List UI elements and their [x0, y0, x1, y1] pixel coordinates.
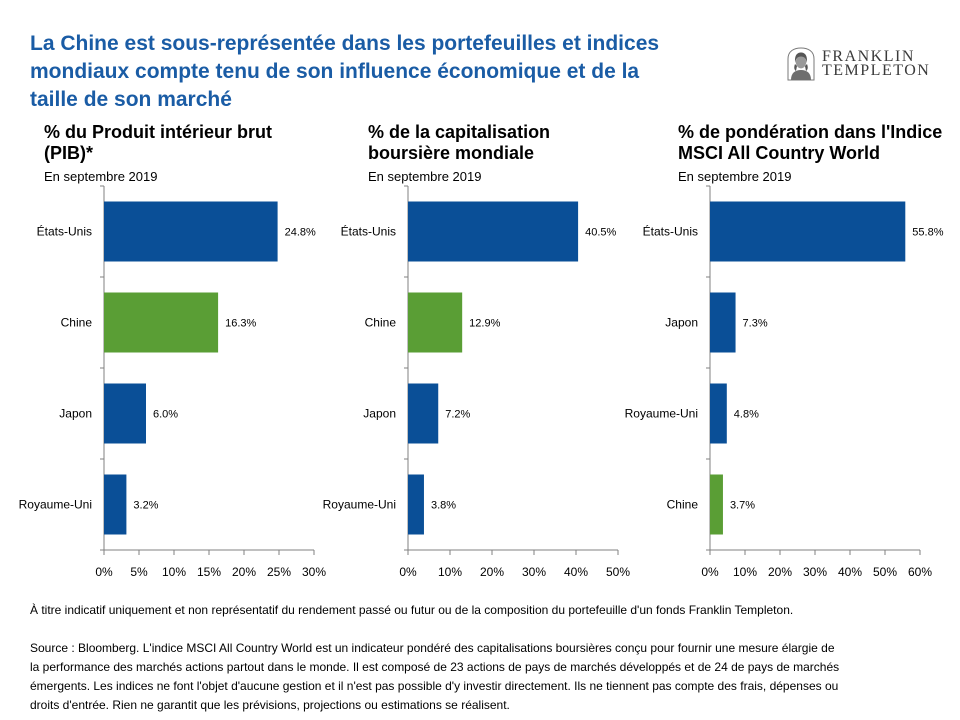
tick-label: 50%	[873, 565, 897, 579]
page-title-line: La Chine est sous-représentée dans les p…	[30, 32, 660, 55]
tick-label: 30%	[803, 565, 827, 579]
category-label: Chine	[61, 316, 93, 330]
tick-label: 10%	[438, 565, 462, 579]
chart-title-gdp: % du Produit intérieur brut (PIB)*	[44, 122, 272, 164]
bar	[710, 383, 727, 444]
bar	[710, 201, 906, 262]
logo-line-templeton: TEMPLETON	[822, 62, 931, 79]
source-note-line: droits d'entrée. Rien ne garantit que le…	[30, 698, 510, 712]
tick-label: 40%	[838, 565, 862, 579]
bar	[408, 201, 579, 262]
data-label: 16.3%	[225, 318, 256, 330]
chart-title-line: % de pondération dans l'Indice	[678, 122, 943, 142]
chart-title-line: % du Produit intérieur brut	[44, 122, 272, 142]
category-label: États-Unis	[341, 224, 396, 239]
page-title: La Chine est sous-représentée dans les p…	[30, 30, 659, 114]
category-label: Royaume-Uni	[323, 498, 396, 512]
source-note-line: Source : Bloomberg. L'indice MSCI All Co…	[30, 641, 835, 655]
tick-label: 5%	[130, 565, 148, 579]
category-label: Japon	[363, 407, 396, 421]
tick-label: 50%	[606, 565, 630, 579]
data-label: 3.2%	[133, 500, 158, 512]
data-label: 40.5%	[585, 227, 616, 239]
chart-title-line: boursière mondiale	[368, 143, 535, 163]
logo-wordmark: FRANKLIN TEMPLETON	[822, 48, 931, 79]
tick-label: 20%	[480, 565, 504, 579]
page-title-line: mondiaux compte tenu de son influence éc…	[30, 60, 640, 83]
tick-label: 30%	[522, 565, 546, 579]
data-label: 55.8%	[912, 227, 943, 239]
tick-label: 10%	[733, 565, 757, 579]
chart-gdp-share: États-Unis 24.8% Chine 16.3% Japon 6.0% Royaum…	[19, 185, 326, 579]
tick-label: 40%	[564, 565, 588, 579]
bar	[710, 474, 723, 535]
data-label: 3.7%	[730, 500, 755, 512]
franklin-portrait-icon	[787, 47, 815, 81]
tick-label: 60%	[908, 565, 932, 579]
bar	[104, 292, 219, 353]
bar	[408, 292, 463, 353]
page-title-line: taille de son marché	[30, 88, 232, 111]
category-label: Chine	[365, 316, 397, 330]
tick-label: 10%	[162, 565, 186, 579]
bar	[710, 292, 736, 353]
category-label: Japon	[665, 316, 698, 330]
tick-label: 25%	[267, 565, 291, 579]
tick-label: 30%	[302, 565, 326, 579]
source-note: Source : Bloomberg. L'indice MSCI All Co…	[30, 639, 839, 715]
tick-label: 0%	[399, 565, 417, 579]
chart-market-cap-share: États-Unis 40.5% Chine 12.9% Japon 7.2% Royaum…	[323, 185, 630, 579]
category-label: Chine	[667, 498, 699, 512]
tick-label: 20%	[768, 565, 792, 579]
chart-subtitle-market-cap: En septembre 2019	[368, 169, 482, 184]
chart-title-line: (PIB)*	[44, 143, 93, 163]
bar	[408, 383, 439, 444]
tick-label: 20%	[232, 565, 256, 579]
data-label: 4.8%	[734, 409, 759, 421]
chart-title-msci-weight: % de pondération dans l'Indice MSCI All …	[678, 122, 942, 164]
source-note-line: la performance des marchés actions parto…	[30, 660, 840, 674]
category-label: Royaume-Uni	[625, 407, 698, 421]
data-label: 7.3%	[743, 318, 768, 330]
chart-title-market-cap: % de la capitalisation boursière mondial…	[368, 122, 550, 164]
category-label: Japon	[59, 407, 92, 421]
chart-subtitle-gdp: En septembre 2019	[44, 169, 158, 184]
tick-label: 0%	[701, 565, 719, 579]
data-label: 12.9%	[469, 318, 500, 330]
bar	[104, 383, 146, 444]
bar	[408, 474, 424, 535]
tick-label: 15%	[197, 565, 221, 579]
data-label: 3.8%	[431, 500, 456, 512]
source-note-line: émergents. Les indices ne font l'objet d…	[30, 679, 839, 693]
chart-title-line: MSCI All Country World	[678, 143, 880, 163]
tick-label: 0%	[95, 565, 113, 579]
chart-msci-acwi-weight: États-Unis 55.8% Japon 7.3% Royaume-Uni 4.8% C…	[625, 185, 944, 579]
franklin-templeton-logo: FRANKLIN TEMPLETON	[784, 46, 934, 82]
chart-subtitle-msci-weight: En septembre 2019	[678, 169, 792, 184]
chart-title-line: % de la capitalisation	[368, 122, 551, 142]
category-label: Royaume-Uni	[19, 498, 92, 512]
data-label: 7.2%	[445, 409, 470, 421]
category-label: États-Unis	[37, 224, 92, 239]
logo-line-franklin: FRANKLIN	[822, 48, 915, 65]
data-label: 24.8%	[285, 227, 316, 239]
disclaimer-text: À titre indicatif uniquement et non repr…	[30, 603, 794, 617]
category-label: États-Unis	[643, 224, 698, 239]
bar	[104, 474, 127, 535]
bar	[104, 201, 278, 262]
data-label: 6.0%	[153, 409, 178, 421]
